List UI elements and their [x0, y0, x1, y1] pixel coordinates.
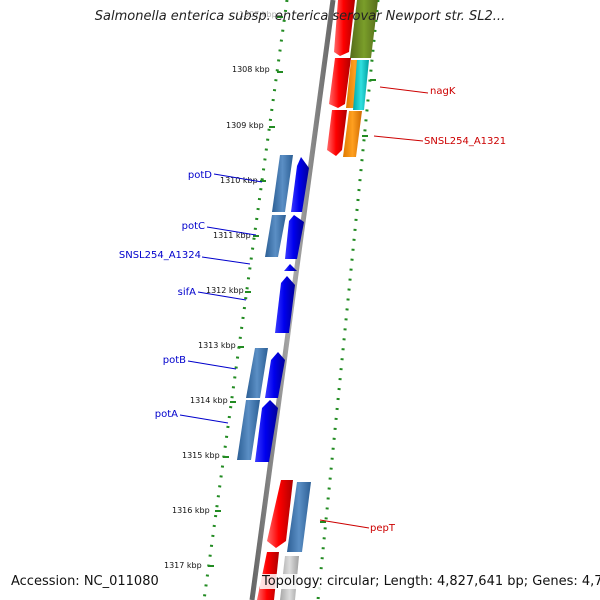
- gene-label-potC[interactable]: potC: [182, 221, 205, 232]
- gene-blue-sifA: [275, 276, 295, 333]
- tick-label: 1310 kbp: [220, 176, 258, 185]
- gene-steel-pepT: [287, 482, 311, 552]
- tick-label: 1315 kbp: [182, 451, 220, 460]
- leader-a1321: [373, 135, 424, 142]
- inner-dotted-guide: [202, 0, 289, 600]
- tick-label: 1307 kbp: [239, 10, 277, 19]
- leader-potD: [213, 173, 263, 183]
- tick-marks: [208, 16, 283, 567]
- gene-blue-potC: [285, 215, 304, 259]
- gene-red-top: [334, 0, 355, 56]
- tick-label: 1311 kbp: [213, 231, 251, 240]
- gene-red-bottom-1: [267, 480, 293, 548]
- gene-steel-potC: [265, 215, 286, 257]
- leader-nagK: [379, 86, 429, 94]
- gene-label-potB[interactable]: potB: [163, 355, 186, 366]
- leader-pepT: [319, 519, 370, 529]
- gene-label-SNSL254_A1321[interactable]: SNSL254_A1321: [424, 136, 506, 147]
- outer-dotted-guide: [316, 0, 380, 600]
- outer-tick-marks: [320, 79, 376, 523]
- gene-blue-potA: [255, 400, 278, 462]
- gene-orange-a1321: [343, 111, 362, 157]
- map-title: Salmonella enterica subsp. enterica sero…: [94, 9, 506, 24]
- gene-steel-potB: [246, 348, 268, 398]
- gene-steel-potD: [272, 155, 293, 212]
- leader-A1324: [201, 256, 251, 265]
- leader-potC: [206, 226, 257, 236]
- tick-label: 1316 kbp: [172, 506, 210, 515]
- gene-blue-A1324: [284, 264, 297, 271]
- tick-label: 1308 kbp: [232, 65, 270, 74]
- tick-label: 1313 kbp: [198, 341, 236, 350]
- tick-label: 1309 kbp: [226, 121, 264, 130]
- gene-cyan-nagK: [353, 60, 369, 110]
- gene-red-lower: [327, 110, 347, 156]
- gene-blue-potB: [265, 352, 285, 398]
- gene-steel-potA: [237, 400, 260, 460]
- gene-label-potD[interactable]: potD: [188, 170, 212, 181]
- leader-potA: [179, 414, 229, 424]
- gene-label-nagK[interactable]: nagK: [430, 86, 456, 97]
- leader-sifA: [197, 291, 247, 301]
- tick-label: 1312 kbp: [206, 286, 244, 295]
- genome-summary-label: Topology: circular; Length: 4,827,641 bp…: [260, 574, 600, 589]
- gene-red-upper: [329, 58, 351, 108]
- leader-potB: [187, 360, 237, 370]
- gene-label-SNSL254_A1324[interactable]: SNSL254_A1324: [119, 250, 201, 261]
- gene-label-sifA[interactable]: sifA: [178, 287, 197, 298]
- gene-blue-potD: [291, 157, 309, 212]
- tick-label: 1314 kbp: [190, 396, 228, 405]
- gene-label-pepT[interactable]: pepT: [370, 523, 396, 534]
- tick-label: 1317 kbp: [164, 561, 202, 570]
- accession-label: Accession: NC_011080: [9, 574, 161, 589]
- gene-olive-top: [350, 0, 378, 58]
- gene-label-potA[interactable]: potA: [155, 409, 178, 420]
